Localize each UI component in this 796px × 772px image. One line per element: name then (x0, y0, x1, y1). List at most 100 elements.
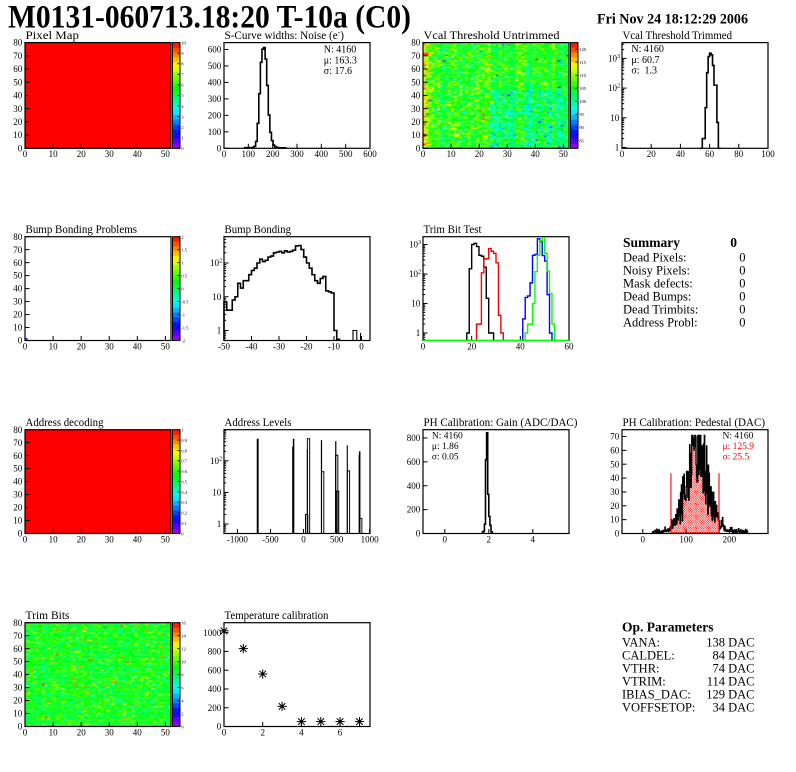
svg-text:10: 10 (13, 323, 23, 333)
svg-text:0: 0 (181, 286, 184, 291)
svg-text:60: 60 (565, 341, 575, 351)
svg-text:Noisy Pixels:: Noisy Pixels: (623, 264, 690, 278)
svg-text:2: 2 (487, 534, 492, 544)
svg-text:70: 70 (411, 51, 421, 61)
svg-text:7: 7 (181, 72, 184, 77)
svg-text:70: 70 (13, 631, 23, 641)
svg-text:0: 0 (730, 235, 737, 250)
svg-text:0.9: 0.9 (181, 438, 187, 443)
svg-text:100: 100 (679, 534, 693, 544)
svg-text:IBIAS_DAC:: IBIAS_DAC: (622, 688, 691, 702)
svg-text:Address Levels: Address Levels (225, 417, 292, 429)
svg-text:0: 0 (23, 727, 28, 737)
svg-text:20: 20 (13, 503, 23, 513)
svg-text:500: 500 (330, 534, 344, 544)
svg-text:30: 30 (13, 297, 23, 307)
svg-text:103: 103 (409, 239, 421, 250)
svg-text:4: 4 (181, 698, 184, 703)
svg-text:M0131-060713.18:20 T-10a (C0): M0131-060713.18:20 T-10a (C0) (8, 0, 411, 35)
svg-text:0: 0 (739, 316, 745, 330)
svg-text:102: 102 (608, 83, 620, 94)
svg-text:10: 10 (212, 488, 222, 498)
svg-text:105: 105 (579, 86, 587, 91)
svg-text:10: 10 (610, 515, 620, 525)
svg-text:VOFFSETOP:: VOFFSETOP: (622, 701, 695, 715)
svg-text:N: 4160: N: 4160 (324, 44, 357, 55)
svg-text:3: 3 (181, 114, 184, 119)
svg-text:10: 10 (411, 130, 421, 140)
svg-text:10: 10 (447, 149, 457, 159)
svg-text:12: 12 (181, 647, 186, 652)
svg-text:0: 0 (181, 531, 184, 536)
svg-text:110: 110 (579, 73, 586, 78)
svg-text:20: 20 (411, 117, 421, 127)
svg-text:70: 70 (13, 438, 23, 448)
svg-text:1000: 1000 (203, 628, 222, 638)
svg-text:40: 40 (610, 473, 620, 483)
svg-text:74 DAC: 74 DAC (712, 662, 754, 676)
svg-text:70: 70 (610, 432, 620, 442)
svg-text:10: 10 (181, 659, 186, 664)
svg-text:120: 120 (579, 47, 587, 52)
svg-text:Trim Bits: Trim Bits (26, 610, 71, 622)
svg-text:50: 50 (13, 464, 23, 474)
svg-text:30: 30 (105, 534, 115, 544)
svg-text:1: 1 (181, 260, 184, 265)
svg-text:10: 10 (49, 727, 59, 737)
svg-text:30: 30 (411, 104, 421, 114)
svg-text:102: 102 (409, 269, 421, 280)
svg-text:600: 600 (363, 149, 377, 159)
svg-text:1: 1 (181, 428, 184, 433)
svg-text:40: 40 (133, 534, 143, 544)
svg-text:0: 0 (421, 149, 426, 159)
svg-text:20: 20 (77, 727, 87, 737)
svg-text:70: 70 (13, 51, 23, 61)
svg-text:0: 0 (222, 149, 227, 159)
svg-text:600: 600 (208, 665, 222, 675)
svg-text:40: 40 (531, 149, 541, 159)
svg-text:6: 6 (181, 685, 184, 690)
svg-text:60: 60 (13, 644, 23, 654)
svg-text:20: 20 (13, 696, 23, 706)
svg-text:200: 200 (723, 534, 737, 544)
svg-text:102: 102 (210, 455, 222, 466)
svg-text:10: 10 (411, 299, 421, 309)
svg-text:N: 4160: N: 4160 (723, 431, 754, 441)
svg-text:400: 400 (407, 481, 421, 491)
svg-text:10: 10 (49, 534, 59, 544)
svg-text:0.1: 0.1 (181, 521, 187, 526)
svg-text:2: 2 (181, 125, 184, 130)
svg-text:4: 4 (531, 534, 536, 544)
svg-text:6: 6 (181, 83, 184, 88)
svg-text:N: 4160: N: 4160 (631, 44, 664, 55)
svg-text:16: 16 (181, 621, 186, 626)
svg-text:50: 50 (610, 459, 620, 469)
svg-text:30: 30 (13, 490, 23, 500)
svg-text:PH Calibration: Pedestal (DAC): PH Calibration: Pedestal (DAC) (623, 417, 766, 429)
svg-text:80: 80 (734, 149, 744, 159)
svg-text:95: 95 (579, 112, 584, 117)
svg-text:0.5: 0.5 (181, 273, 187, 278)
svg-text:Pixel Map: Pixel Map (26, 30, 80, 42)
svg-text:2: 2 (260, 727, 265, 737)
svg-text:Address decoding: Address decoding (26, 417, 104, 429)
svg-text:0: 0 (739, 290, 745, 304)
svg-text:40: 40 (411, 91, 421, 101)
svg-text:115: 115 (579, 60, 586, 65)
svg-text:50: 50 (13, 657, 23, 667)
svg-text:0.6: 0.6 (181, 469, 187, 474)
svg-text:50: 50 (161, 727, 171, 737)
svg-text:300: 300 (208, 94, 222, 104)
svg-text:1: 1 (217, 326, 222, 336)
svg-text:60: 60 (13, 258, 23, 268)
svg-text:Dead Bumps:: Dead Bumps: (623, 290, 691, 304)
svg-text:10: 10 (13, 130, 23, 140)
svg-text:6: 6 (338, 727, 343, 737)
svg-text:-1: -1 (181, 312, 186, 317)
svg-text:1: 1 (416, 328, 421, 338)
svg-text:138 DAC: 138 DAC (706, 636, 754, 650)
svg-text:2: 2 (181, 235, 184, 240)
svg-text:0: 0 (181, 724, 184, 729)
svg-text:129 DAC: 129 DAC (706, 688, 754, 702)
svg-text:60: 60 (13, 451, 23, 461)
